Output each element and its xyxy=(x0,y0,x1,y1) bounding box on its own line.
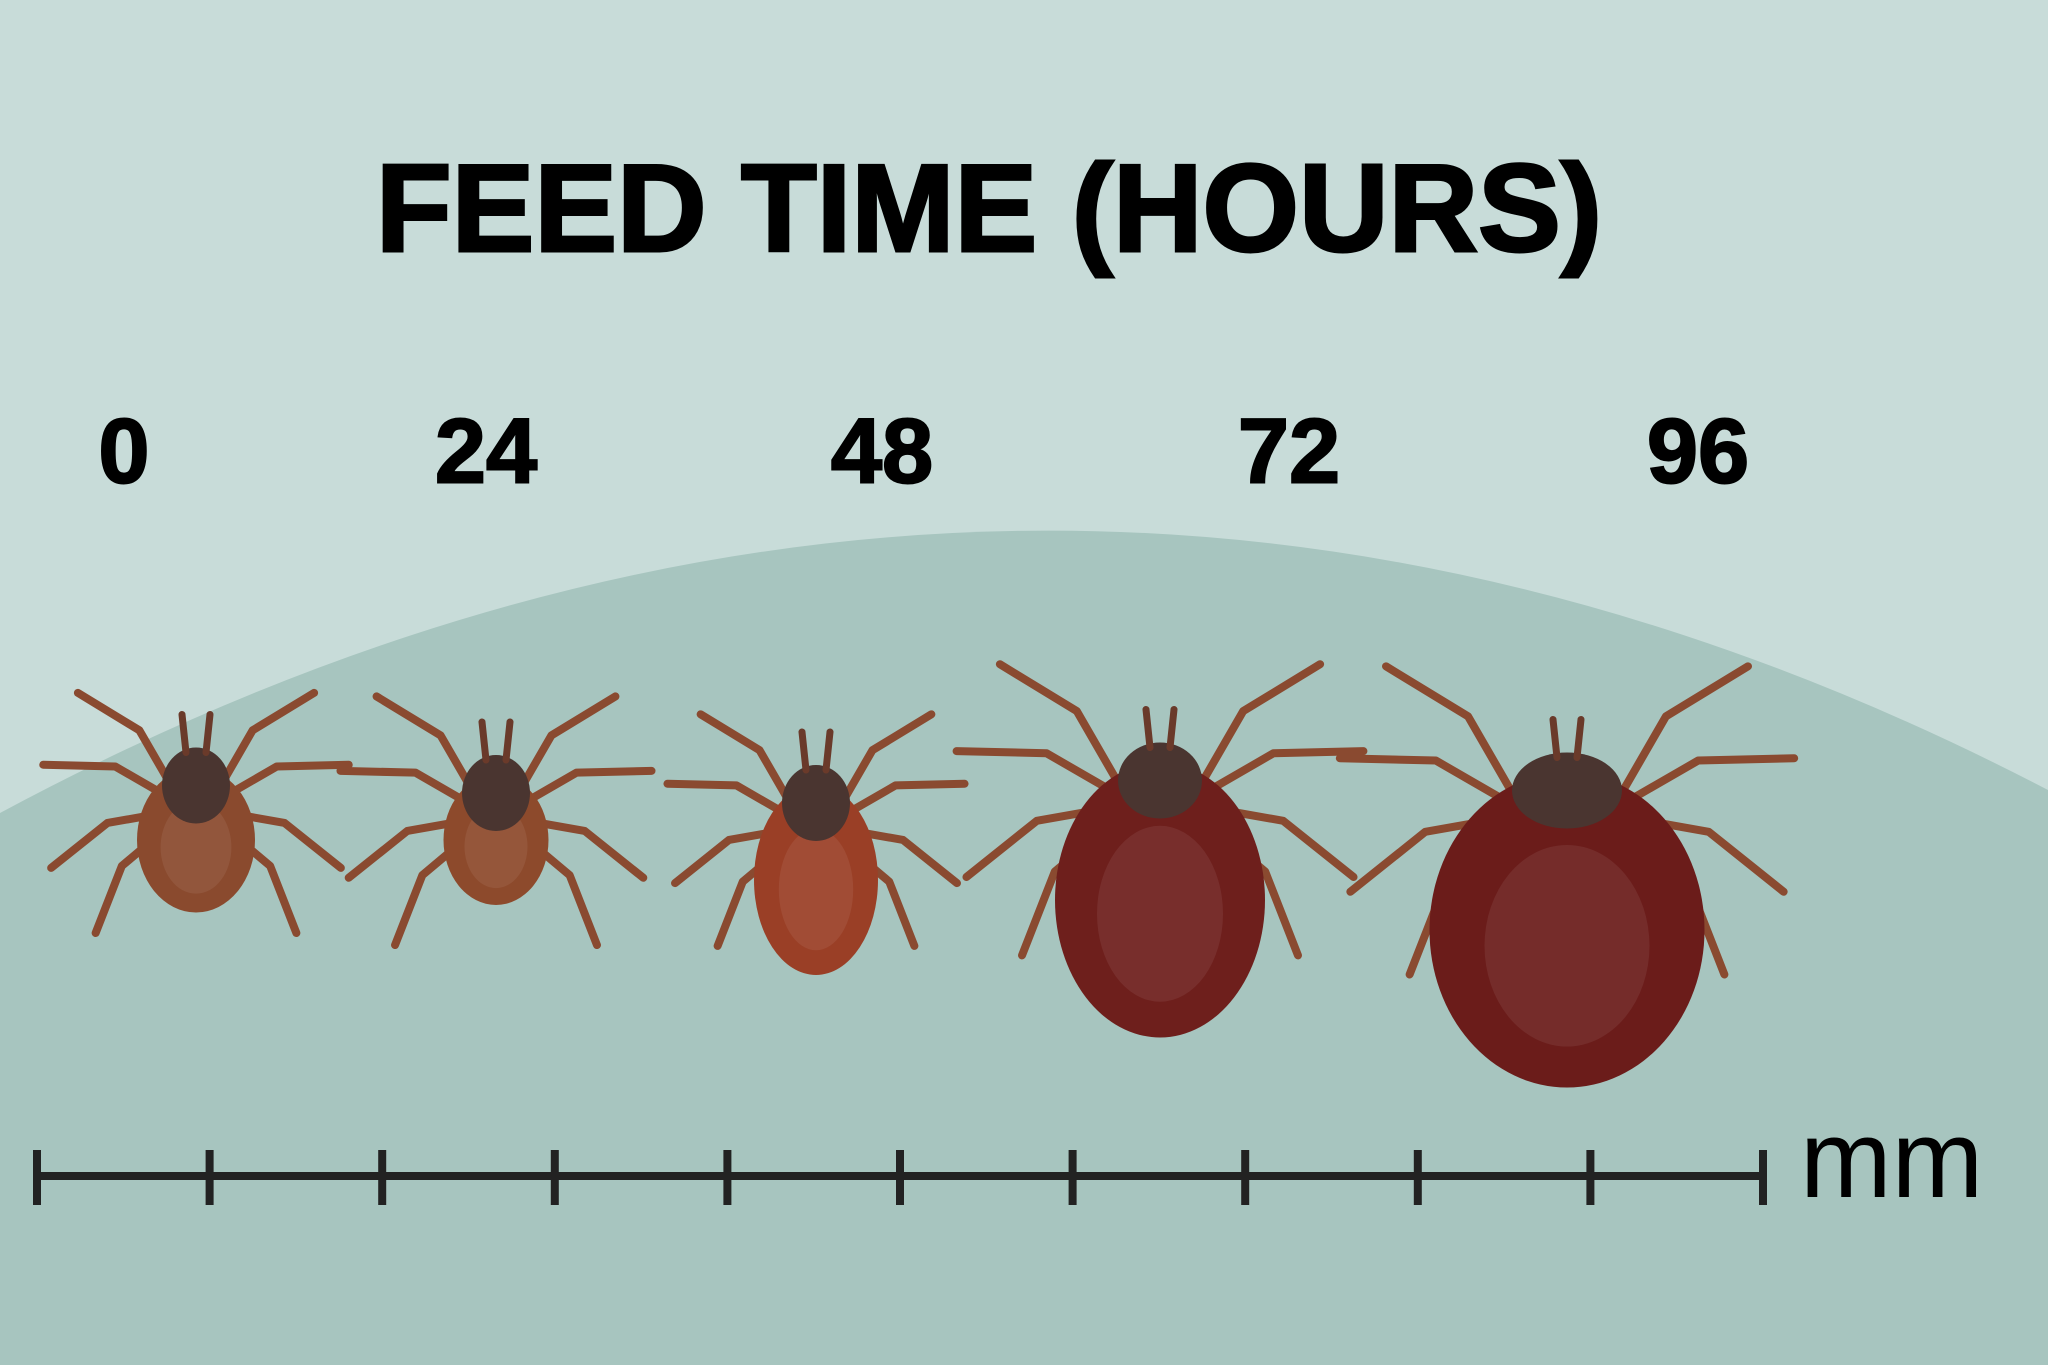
tick-animal xyxy=(336,692,656,950)
leg xyxy=(836,779,969,821)
title: FEED TIME (HOURS) xyxy=(376,140,1602,278)
mouthparts xyxy=(178,711,214,756)
leg xyxy=(513,766,656,811)
body-highlight xyxy=(778,828,854,951)
leg xyxy=(663,779,796,821)
leg xyxy=(215,688,319,792)
leg xyxy=(836,710,936,809)
ticks xyxy=(39,660,1799,1088)
scutum xyxy=(162,747,230,824)
scale-bar xyxy=(33,1150,1767,1205)
leg xyxy=(1198,747,1368,799)
hour-label: 24 xyxy=(435,400,537,502)
hour-label: 72 xyxy=(1238,400,1340,502)
hour-label: 48 xyxy=(831,400,933,502)
body xyxy=(754,785,878,975)
body xyxy=(1055,762,1265,1038)
mouthparts xyxy=(1142,706,1178,751)
mouthparts xyxy=(1549,716,1585,761)
leg xyxy=(336,766,479,811)
scutum xyxy=(462,755,530,831)
leg xyxy=(952,747,1122,799)
leg xyxy=(215,760,353,804)
mouthparts xyxy=(798,728,834,774)
tick-animal xyxy=(663,710,969,975)
body xyxy=(1429,772,1705,1088)
leg xyxy=(1618,754,1799,809)
hour-label: 0 xyxy=(98,400,149,502)
tick-animal xyxy=(1335,662,1799,1088)
leg xyxy=(73,688,177,792)
scale-unit: mm xyxy=(1800,1098,1983,1221)
body-highlight xyxy=(1484,844,1650,1047)
time-labels: 0 24 48 72 96 xyxy=(97,399,1750,503)
leg xyxy=(995,660,1122,787)
body-highlight xyxy=(160,800,232,894)
leg xyxy=(1382,662,1516,797)
scutum xyxy=(1118,742,1202,819)
mouthparts xyxy=(478,718,514,764)
tick-animal xyxy=(39,688,353,937)
leg xyxy=(1198,660,1325,787)
scutum xyxy=(782,765,850,841)
scutum xyxy=(1512,752,1622,829)
leg xyxy=(513,692,620,799)
leg xyxy=(1618,662,1752,797)
tick-animal xyxy=(952,660,1368,1038)
leg xyxy=(372,692,479,799)
hour-label: 96 xyxy=(1647,400,1749,502)
leg xyxy=(1335,754,1516,809)
body-highlight xyxy=(1097,825,1223,1002)
leg xyxy=(696,710,796,809)
leg xyxy=(39,760,177,804)
